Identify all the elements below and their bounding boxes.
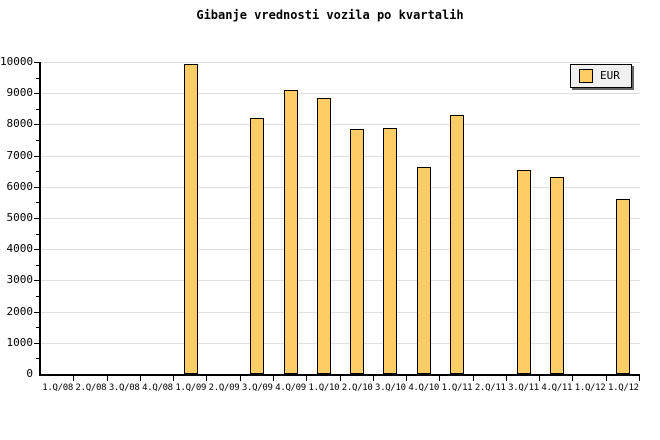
x-axis-tick — [639, 376, 640, 381]
x-axis-tick — [472, 376, 474, 381]
x-axis-label: 1.Q/12 — [607, 383, 639, 393]
y-axis-minor-tick — [36, 202, 41, 204]
y-axis-minor-tick — [36, 171, 41, 173]
x-axis-label: 2.Q/11 — [474, 383, 506, 393]
x-axis-tick — [206, 376, 208, 381]
bar — [550, 177, 564, 374]
y-axis-minor-tick — [36, 296, 41, 297]
y-axis-label: 1000 — [6, 335, 34, 349]
y-axis-label: 8000 — [6, 117, 34, 131]
x-axis-label: 3.Q/09 — [241, 383, 273, 393]
y-axis-label: 6000 — [6, 179, 34, 193]
x-axis-label: 1.Q/08 — [42, 383, 73, 393]
bar — [250, 118, 264, 374]
x-axis-tick — [139, 376, 141, 381]
x-axis-label: 2.Q/08 — [75, 383, 107, 393]
x-axis-label: 2.Q/10 — [341, 383, 373, 393]
x-axis-tick — [173, 376, 175, 381]
bar — [317, 98, 331, 374]
chart-title: Gibanje vrednosti vozila po kvartalih — [196, 8, 464, 22]
bar — [517, 170, 531, 374]
y-axis-tick — [34, 186, 41, 188]
x-axis-tick — [306, 376, 308, 381]
y-axis-label: 10000 — [0, 55, 34, 68]
x-axis-label: 1.Q/12 — [574, 383, 606, 393]
y-axis-label: 7000 — [6, 148, 34, 162]
y-axis-minor-tick — [36, 140, 41, 141]
x-axis-label: 4.Q/11 — [541, 383, 573, 393]
legend-label: EUR — [600, 69, 620, 82]
y-axis-label: 4000 — [6, 242, 34, 256]
x-axis-tick — [572, 376, 574, 381]
gridline — [41, 311, 640, 313]
x-axis-tick — [539, 376, 541, 381]
plot-area — [34, 62, 640, 381]
bar — [184, 64, 198, 374]
y-axis-label: 5000 — [6, 211, 34, 224]
x-axis-label: 2.Q/09 — [208, 383, 240, 393]
x-axis-label: 3.Q/11 — [508, 383, 539, 393]
bar — [284, 90, 298, 374]
y-axis-minor-tick — [36, 77, 41, 79]
x-axis-tick — [372, 376, 374, 381]
y-axis-minor-tick — [36, 108, 41, 110]
x-axis-label: 1.Q/11 — [441, 383, 473, 393]
y-axis-minor-tick — [36, 264, 41, 266]
y-axis-tick — [34, 93, 41, 95]
y-axis-tick — [34, 311, 41, 313]
y-axis-tick — [34, 249, 41, 251]
y-axis-tick — [34, 280, 41, 282]
x-axis-label: 3.Q/08 — [108, 383, 140, 393]
bar — [616, 199, 630, 374]
gridline — [41, 155, 640, 157]
x-axis-label: 1.Q/10 — [308, 383, 340, 393]
x-axis-tick — [239, 376, 241, 381]
bar — [383, 128, 397, 374]
gridline — [41, 124, 640, 126]
legend-swatch-icon — [579, 69, 593, 83]
x-axis-tick — [439, 376, 441, 381]
y-axis-minor-tick — [36, 358, 41, 360]
x-axis-tick — [73, 376, 75, 381]
gridline — [41, 62, 640, 63]
y-axis-tick — [34, 62, 41, 63]
y-axis-label: 2000 — [6, 304, 34, 318]
y-axis-minor-tick — [36, 327, 41, 329]
x-axis-tick — [505, 376, 507, 381]
y-axis-minor-tick — [36, 233, 41, 235]
bar — [450, 115, 464, 374]
y-axis-tick — [34, 155, 41, 157]
gridline — [41, 186, 640, 188]
gridline — [41, 280, 640, 282]
x-axis-tick — [406, 376, 408, 381]
y-axis-tick — [34, 342, 41, 344]
x-axis-tick — [106, 376, 108, 381]
x-axis-label: 3.Q/10 — [375, 383, 406, 393]
y-axis-tick — [34, 124, 41, 126]
y-axis-label: 9000 — [6, 86, 34, 100]
x-axis-label: 4.Q/09 — [275, 383, 306, 393]
bar — [350, 129, 364, 374]
bar — [417, 167, 431, 374]
x-axis-label: 1.Q/09 — [175, 383, 207, 393]
x-axis-tick — [272, 376, 274, 381]
gridline — [41, 249, 640, 251]
gridline — [41, 218, 640, 219]
y-axis-tick — [34, 218, 41, 219]
legend: EUR — [570, 64, 632, 88]
x-axis-label: 4.Q/10 — [408, 383, 440, 393]
x-axis-label: 4.Q/08 — [142, 383, 173, 393]
gridline — [41, 342, 640, 344]
y-axis-label: 3000 — [6, 273, 34, 287]
y-axis-label: 0 — [26, 367, 33, 380]
x-axis-tick — [339, 376, 341, 381]
x-axis-tick — [605, 376, 607, 381]
gridline — [41, 93, 640, 95]
